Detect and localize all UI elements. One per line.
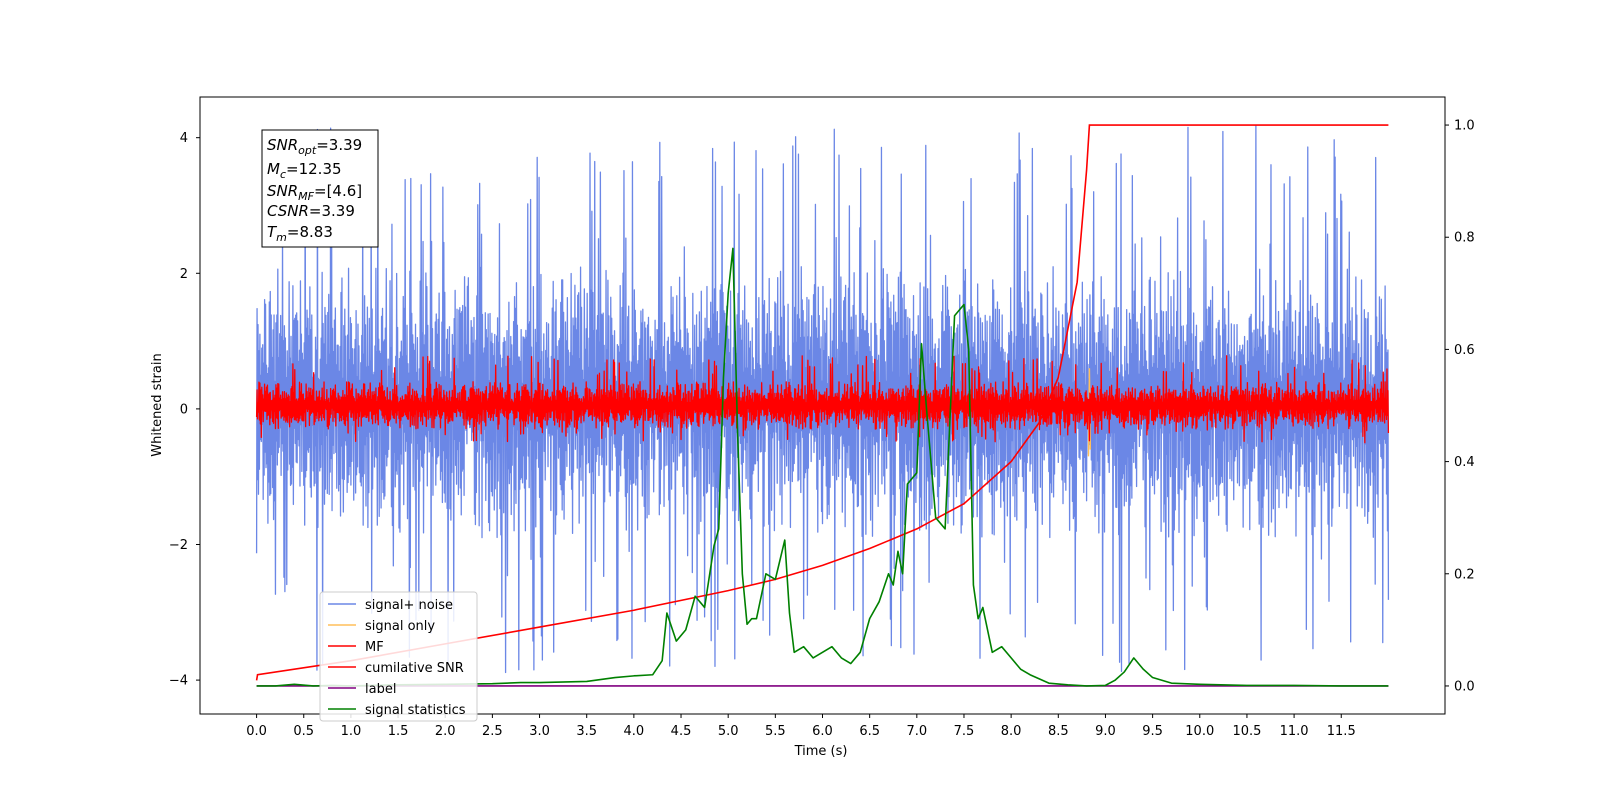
- info-mc: Mc=12.35: [267, 160, 342, 181]
- y2-tick-label: 0.2: [1454, 567, 1475, 582]
- x-tick-label: 4.0: [624, 724, 645, 739]
- svg-text:label: label: [365, 682, 396, 697]
- x-axis-label: Time (s): [794, 744, 848, 759]
- svg-text:signal only: signal only: [365, 619, 435, 634]
- x-tick-label: 4.5: [671, 724, 692, 739]
- x-tick-label: 11.0: [1280, 724, 1309, 739]
- x-tick-label: 8.5: [1048, 724, 1069, 739]
- x-tick-label: 0.0: [246, 724, 267, 739]
- svg-text:cumilative SNR: cumilative SNR: [365, 661, 464, 676]
- x-tick-label: 2.0: [435, 724, 456, 739]
- series-signal-noise: [255, 125, 1390, 674]
- y-axis-right: 1.0 0.8 0.6 0.4 0.2 0.0: [1445, 119, 1475, 694]
- x-tick-label: 5.5: [765, 724, 786, 739]
- series-signal-statistics: [256, 247, 1389, 687]
- x-tick-label: 9.0: [1095, 724, 1116, 739]
- y-tick-label: 2: [180, 267, 188, 282]
- legend-entry-mf: MF: [328, 640, 384, 655]
- x-tick-label: 7.0: [906, 724, 927, 739]
- y2-tick-label: 0.0: [1454, 679, 1475, 694]
- y2-tick-label: 1.0: [1454, 119, 1475, 134]
- x-tick-label: 10.5: [1232, 724, 1261, 739]
- svg-text:signal statistics: signal statistics: [365, 703, 466, 718]
- y2-tick-label: 0.6: [1454, 343, 1475, 358]
- info-csnr: CSNR=3.39: [267, 202, 355, 220]
- y2-tick-label: 0.8: [1454, 231, 1475, 246]
- legend: signal+ noise signal only MF cumilative …: [319, 591, 478, 722]
- x-tick-label: 8.0: [1001, 724, 1022, 739]
- series-mf: [255, 355, 1390, 444]
- x-tick-label: 0.5: [293, 724, 314, 739]
- info-box: SNRopt=3.39 Mc=12.35 SNRMF=[4.6] CSNR=3.…: [261, 129, 379, 248]
- x-tick-label: 10.0: [1185, 724, 1214, 739]
- legend-entry-signal-noise: signal+ noise: [328, 598, 453, 613]
- legend-entry-cumulative-snr: cumilative SNR: [328, 661, 464, 676]
- x-tick-label: 1.0: [341, 724, 362, 739]
- y-tick-label: 4: [180, 131, 188, 146]
- series-cumulative-snr: [255, 124, 1389, 681]
- x-tick-label: 6.0: [812, 724, 833, 739]
- x-tick-label: 11.5: [1327, 724, 1356, 739]
- x-tick-label: 1.5: [388, 724, 409, 739]
- x-tick-label: 3.0: [529, 724, 550, 739]
- y2-tick-label: 0.4: [1454, 455, 1475, 470]
- x-tick-label: 5.0: [718, 724, 739, 739]
- x-axis: 0.0 0.5 1.0 1.5 2.0 2.5 3.0 3.5 4.0 4.5 5.0 5.5 6.0 6…: [246, 714, 1356, 739]
- y-tick-label: −4: [169, 674, 188, 689]
- y-axis-label: Whitened strain: [150, 353, 165, 456]
- legend-entry-signal-only: signal only: [328, 619, 435, 634]
- x-tick-label: 6.5: [859, 724, 880, 739]
- info-snr-opt: SNRopt=3.39: [267, 136, 362, 157]
- y-axis-left: 4 2 0 −2 −4: [169, 131, 200, 689]
- svg-text:signal+ noise: signal+ noise: [365, 598, 453, 613]
- x-tick-label: 3.5: [576, 724, 597, 739]
- x-tick-label: 7.5: [954, 724, 975, 739]
- info-tm: Tm=8.83: [267, 223, 333, 244]
- series-layer: [255, 124, 1390, 687]
- info-snr-mf: SNRMF=[4.6]: [267, 182, 362, 203]
- x-tick-label: 9.5: [1142, 724, 1163, 739]
- legend-entry-label: label: [328, 682, 396, 697]
- y-tick-label: 0: [180, 402, 188, 417]
- x-tick-label: 2.5: [482, 724, 503, 739]
- svg-text:MF: MF: [365, 640, 384, 655]
- y-tick-label: −2: [169, 538, 188, 553]
- legend-entry-signal-statistics: signal statistics: [328, 703, 466, 718]
